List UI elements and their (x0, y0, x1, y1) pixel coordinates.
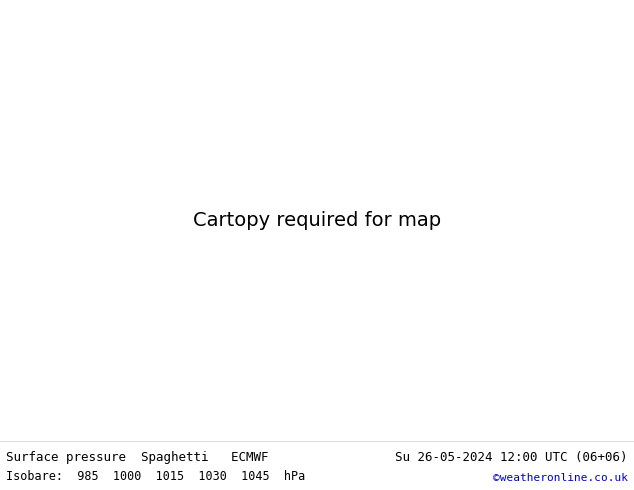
Text: Isobare:  985  1000  1015  1030  1045  hPa: Isobare: 985 1000 1015 1030 1045 hPa (6, 469, 306, 483)
Text: Cartopy required for map: Cartopy required for map (193, 211, 441, 230)
Text: Su 26-05-2024 12:00 UTC (06+06): Su 26-05-2024 12:00 UTC (06+06) (395, 451, 628, 464)
Text: Surface pressure  Spaghetti   ECMWF: Surface pressure Spaghetti ECMWF (6, 451, 269, 464)
Text: ©weatheronline.co.uk: ©weatheronline.co.uk (493, 473, 628, 483)
